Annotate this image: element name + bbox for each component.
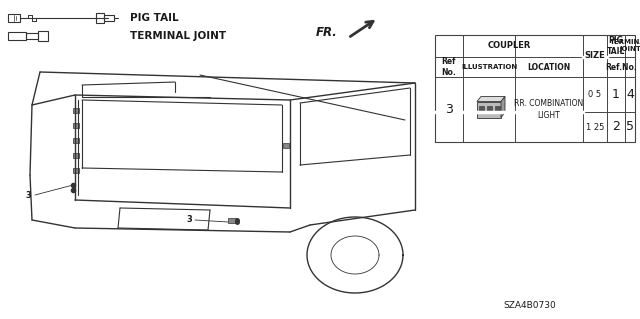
Text: 0 5: 0 5 (588, 90, 602, 99)
Bar (26, 33, 38, 39)
Text: TERMINAL
JOINT: TERMINAL JOINT (610, 40, 640, 53)
Text: 3: 3 (25, 190, 31, 199)
Text: LOCATION: LOCATION (527, 63, 571, 71)
Polygon shape (477, 97, 505, 101)
Bar (73, 167, 79, 173)
Bar (96, 13, 104, 23)
Bar (8, 14, 20, 22)
Text: FR.: FR. (316, 26, 338, 39)
Bar (228, 218, 236, 223)
Text: SIZE: SIZE (584, 51, 605, 61)
Text: 5: 5 (626, 121, 634, 133)
Text: 3: 3 (186, 216, 192, 225)
Text: PIG TAIL: PIG TAIL (130, 13, 179, 23)
Bar (73, 152, 79, 158)
Text: SZA4B0730: SZA4B0730 (504, 300, 556, 309)
Text: 4: 4 (626, 88, 634, 101)
Text: RR. COMBINATION
LIGHT: RR. COMBINATION LIGHT (515, 100, 584, 120)
Bar (38, 31, 48, 41)
Bar (495, 106, 499, 110)
Bar (104, 15, 114, 21)
Bar (283, 143, 289, 148)
Text: PIG
TAIL: PIG TAIL (607, 36, 625, 56)
Text: Ref
No.: Ref No. (442, 57, 456, 77)
Bar (479, 106, 483, 110)
Text: 1: 1 (612, 88, 620, 101)
Text: ILLUSTRATION: ILLUSTRATION (461, 64, 517, 70)
Bar (477, 101, 501, 117)
Polygon shape (501, 97, 505, 117)
Text: Ref.No.: Ref.No. (605, 63, 637, 71)
Bar (8, 32, 26, 40)
Bar (73, 137, 79, 143)
Bar (73, 122, 79, 128)
Text: 3: 3 (445, 103, 453, 116)
Bar (73, 108, 79, 113)
Bar (435, 35, 635, 142)
Text: 2: 2 (612, 121, 620, 133)
Text: COUPLER: COUPLER (487, 41, 531, 50)
Text: 1 25: 1 25 (586, 122, 604, 131)
Text: TERMINAL JOINT: TERMINAL JOINT (130, 31, 226, 41)
Bar (486, 106, 492, 110)
